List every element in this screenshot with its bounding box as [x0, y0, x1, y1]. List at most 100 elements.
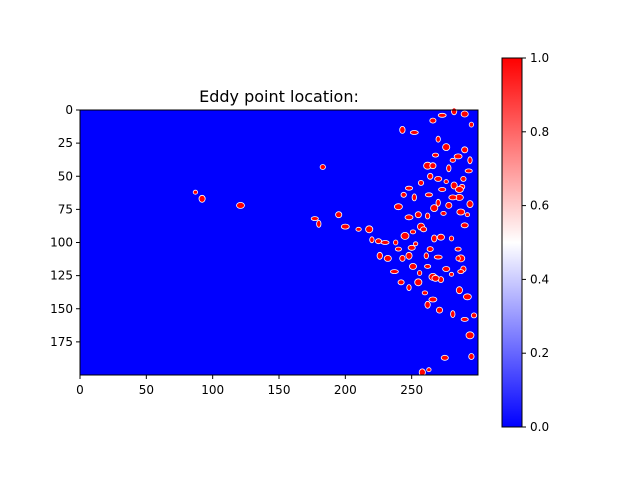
eddy-point — [406, 284, 412, 292]
eddy-point — [393, 203, 403, 211]
eddy-point — [393, 239, 399, 246]
eddy-point — [400, 231, 410, 240]
eddy-point — [433, 254, 443, 260]
heatmap-image — [79, 107, 479, 377]
x-tick-label: 100 — [201, 383, 224, 397]
eddy-point — [460, 316, 469, 322]
colorbar-tick-label: 0.0 — [530, 420, 549, 434]
eddy-point — [429, 117, 437, 124]
eddy-point — [426, 367, 432, 373]
eddy-point — [446, 164, 452, 173]
eddy-point — [427, 172, 434, 180]
eddy-point — [450, 181, 458, 190]
x-tick-label: 150 — [268, 383, 291, 397]
eddy-point — [460, 110, 469, 118]
y-tick-label: 25 — [58, 136, 73, 150]
eddy-point — [369, 236, 375, 244]
colorbar-ticks: 0.0 0.2 0.4 0.6 0.8 1.0 — [522, 51, 549, 434]
eddy-point — [453, 153, 463, 160]
eddy-point — [418, 368, 426, 377]
colorbar-tick-label: 0.8 — [530, 125, 549, 139]
eddy-point — [431, 234, 438, 243]
eddy-point — [448, 271, 455, 277]
eddy-point — [380, 240, 390, 245]
eddy-point — [467, 156, 473, 165]
eddy-point — [456, 208, 466, 216]
eddy-point — [405, 251, 413, 260]
eddy-point — [397, 279, 405, 286]
eddy-point — [462, 293, 472, 301]
eddy-point — [440, 210, 447, 216]
eddy-point — [400, 191, 407, 198]
y-tick-label: 150 — [50, 302, 73, 316]
y-tick-label: 75 — [58, 202, 73, 216]
colorbar-tick-label: 0.2 — [530, 346, 549, 360]
eddy-point — [437, 112, 447, 118]
colorbar-tick-label: 0.6 — [530, 199, 549, 213]
eddy-point — [394, 246, 402, 252]
eddy-point — [355, 226, 362, 232]
eddy-point — [414, 278, 423, 287]
eddy-point — [365, 225, 374, 234]
eddy-point — [435, 198, 441, 207]
y-tick-label: 0 — [65, 103, 73, 117]
eddy-point — [460, 222, 469, 229]
eddy-point — [449, 157, 456, 163]
heatmap-background — [80, 110, 478, 375]
eddy-point — [445, 201, 453, 209]
eddy-point — [431, 152, 439, 158]
eddy-point — [424, 263, 432, 269]
eddy-point — [408, 262, 417, 270]
eddy-point — [420, 226, 428, 233]
eddy-point — [374, 238, 382, 245]
eddy-points-layer — [192, 107, 478, 377]
eddy-point — [409, 229, 417, 235]
eddy-point — [198, 194, 206, 203]
eddy-point — [455, 255, 461, 262]
x-tick-label: 200 — [334, 383, 357, 397]
eddy-point — [424, 300, 431, 309]
eddy-point — [236, 201, 245, 209]
eddy-point — [460, 175, 467, 182]
y-tick-label: 50 — [58, 169, 73, 183]
eddy-point — [454, 246, 462, 252]
eddy-point — [319, 164, 326, 170]
eddy-point — [429, 162, 437, 170]
eddy-point — [448, 235, 455, 242]
colorbar: 0.0 0.2 0.4 0.6 0.8 1.0 — [501, 51, 549, 434]
eddy-point — [435, 306, 443, 314]
eddy-point — [464, 212, 470, 218]
eddy-point — [450, 107, 458, 116]
eddy-point — [461, 146, 469, 154]
eddy-point — [440, 354, 449, 361]
y-tick-label: 125 — [50, 269, 73, 283]
eddy-point — [335, 211, 343, 219]
eddy-point — [430, 204, 439, 213]
eddy-point — [434, 175, 443, 182]
colorbar-gradient — [501, 57, 523, 428]
eddy-point — [468, 121, 474, 128]
eddy-point — [435, 135, 441, 143]
eddy-point — [470, 312, 478, 319]
eddy-point — [414, 211, 422, 219]
eddy-point — [409, 130, 419, 135]
eddy-point — [464, 168, 473, 174]
y-tick-label: 100 — [50, 236, 73, 250]
eddy-point — [192, 189, 198, 195]
eddy-point — [404, 185, 413, 191]
eddy-point — [448, 194, 458, 201]
x-tick-label: 250 — [400, 383, 423, 397]
eddy-point — [424, 212, 431, 220]
x-tick-label: 0 — [76, 383, 84, 397]
eddy-point — [399, 254, 406, 262]
eddy-point — [416, 270, 423, 276]
eddy-point — [407, 244, 416, 251]
eddy-point — [424, 192, 433, 198]
eddy-point — [412, 241, 419, 247]
eddy-point — [431, 274, 440, 282]
eddy-point — [465, 331, 475, 340]
eddy-point — [454, 186, 464, 193]
eddy-point — [310, 216, 319, 222]
colorbar-tick-label: 1.0 — [530, 51, 549, 65]
chart-title: Eddy point location: — [199, 87, 359, 106]
